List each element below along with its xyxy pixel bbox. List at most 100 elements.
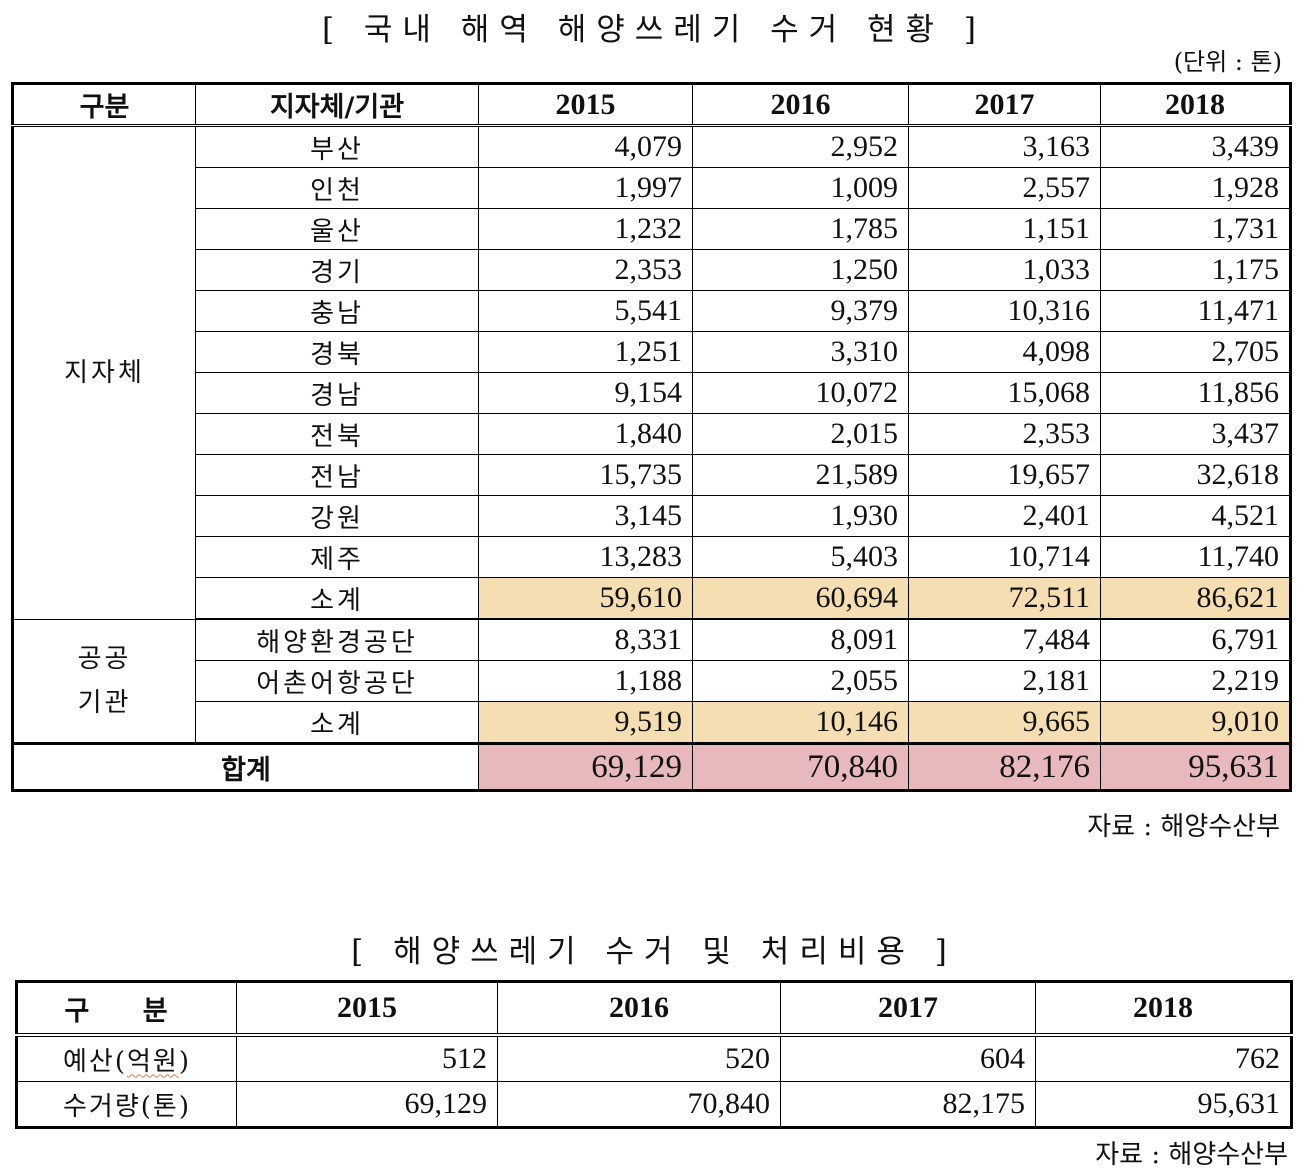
cell-2015: 9,154 [478, 372, 693, 414]
cell-2018: 1,928 [1100, 167, 1291, 209]
cell-2017: 82,175 [780, 1081, 1036, 1128]
cell-2015: 1,188 [478, 660, 693, 702]
cell-2018: 6,791 [1100, 618, 1291, 661]
total-2017: 82,176 [908, 742, 1101, 791]
cell-2016: 1,009 [692, 167, 909, 209]
cell-2016: 5,403 [692, 536, 909, 578]
table-row: 지자체 부산 4,079 2,952 3,163 3,439 [12, 125, 1291, 620]
table2-source: 자료 : 해양수산부 [1095, 1140, 1288, 1170]
subtotal-row: 소계 59,610 60,694 72,511 86,621 [13, 577, 1291, 620]
row-name: 해양환경공단 [195, 618, 479, 661]
total-label: 합계 [12, 742, 479, 791]
total-row: 합계 69,129 70,840 82,176 95,631 [12, 742, 1291, 791]
row-name: 전북 [195, 413, 479, 455]
cell-2015: 1,997 [478, 167, 693, 209]
row-name: 소계 [195, 701, 479, 744]
cell-2016: 60,694 [692, 577, 909, 620]
table1-source: 자료 : 해양수산부 [1087, 812, 1280, 842]
table1-title: [ 국내 해역 해양쓰레기 수거 현황 ] [321, 12, 987, 48]
cell-2015: 2,353 [478, 249, 693, 291]
cell-2018: 9,010 [1100, 701, 1291, 744]
cell-2015: 9,519 [478, 701, 693, 744]
cell-2017: 1,033 [908, 249, 1101, 291]
cell-2016: 2,952 [692, 125, 909, 168]
cell-2015: 1,251 [478, 331, 693, 373]
header-2018: 2018 [1100, 83, 1291, 127]
cell-2016: 10,072 [692, 372, 909, 414]
cell-2017: 15,068 [908, 372, 1101, 414]
cleanup-cost-table: 구 분 2015 2016 2017 2018 예산(억원) 512 520 6… [15, 980, 1293, 1129]
cell-2016: 1,930 [692, 495, 909, 537]
cell-2015: 3,145 [478, 495, 693, 537]
spellcheck-underline: 억원 [126, 1046, 179, 1077]
cell-2016: 8,091 [692, 618, 909, 661]
table-row: 수거량(톤) 69,129 70,840 82,175 95,631 [16, 1081, 1292, 1128]
row-name: 울산 [195, 208, 479, 250]
cell-2018: 86,621 [1100, 577, 1291, 620]
cell-2015: 15,735 [478, 454, 693, 496]
cell-2015: 1,232 [478, 208, 693, 250]
row-name-part: ) [178, 1046, 191, 1077]
cell-2017: 2,401 [908, 495, 1101, 537]
cell-2017: 9,665 [908, 701, 1101, 744]
row-name: 경북 [195, 331, 479, 373]
total-2018: 95,631 [1100, 742, 1291, 791]
table-row: 전북 1,840 2,015 2,353 3,437 [13, 413, 1291, 455]
table2-title: [ 해양쓰레기 수거 및 처리비용 ] [351, 934, 957, 970]
cell-2017: 2,353 [908, 413, 1101, 455]
group-public-line1: 공공 [77, 643, 132, 674]
cell-2016: 2,015 [692, 413, 909, 455]
total-2015: 69,129 [478, 742, 693, 791]
table-row: 울산 1,232 1,785 1,151 1,731 [13, 208, 1291, 250]
table-header-row: 구분 지자체/기관 2015 2016 2017 2018 [12, 83, 1291, 127]
cell-2015: 4,079 [478, 125, 693, 168]
cell-2018: 4,521 [1100, 495, 1291, 537]
table1-unit: (단위 : 톤) [1173, 48, 1282, 76]
row-name-part: 예산( [63, 1046, 127, 1077]
cell-2017: 2,181 [908, 660, 1101, 702]
row-name: 충남 [195, 290, 479, 332]
cell-2015: 13,283 [478, 536, 693, 578]
row-name: 제주 [195, 536, 479, 578]
group-public-line2: 기관 [77, 687, 132, 718]
cell-2015: 59,610 [478, 577, 693, 620]
waste-collection-table: 구분 지자체/기관 2015 2016 2017 2018 지자체 부산 4,0… [11, 82, 1292, 792]
row-name: 어촌어항공단 [195, 660, 479, 702]
cell-2018: 11,471 [1100, 290, 1291, 332]
cell-2017: 72,511 [908, 577, 1101, 620]
cell-2016: 70,840 [497, 1081, 781, 1128]
cell-2017: 10,714 [908, 536, 1101, 578]
header-2016: 2016 [497, 981, 781, 1037]
row-name-collected: 수거량(톤) [16, 1081, 237, 1128]
header-category: 구분 [12, 83, 196, 127]
cell-2017: 19,657 [908, 454, 1101, 496]
row-name-budget: 예산(억원) [16, 1034, 237, 1082]
cell-2016: 21,589 [692, 454, 909, 496]
table-row: 전남 15,735 21,589 19,657 32,618 [13, 454, 1291, 496]
cell-2016: 1,250 [692, 249, 909, 291]
group-public-org: 공공 기관 [12, 618, 196, 744]
cell-2018: 2,705 [1100, 331, 1291, 373]
cell-2018: 11,856 [1100, 372, 1291, 414]
cell-2016: 3,310 [692, 331, 909, 373]
row-name: 소계 [195, 577, 479, 620]
cell-2016: 520 [497, 1034, 781, 1082]
row-name: 인천 [195, 167, 479, 209]
cell-2018: 32,618 [1100, 454, 1291, 496]
table-row: 강원 3,145 1,930 2,401 4,521 [13, 495, 1291, 537]
table-header-row: 구 분 2015 2016 2017 2018 [16, 981, 1292, 1037]
cell-2018: 3,439 [1100, 125, 1291, 168]
table-row: 예산(억원) 512 520 604 762 [16, 1034, 1292, 1082]
cell-2017: 7,484 [908, 618, 1101, 661]
row-name: 경남 [195, 372, 479, 414]
cell-2017: 3,163 [908, 125, 1101, 168]
cell-2018: 1,731 [1100, 208, 1291, 250]
cell-2017: 10,316 [908, 290, 1101, 332]
row-name: 부산 [195, 125, 479, 168]
cell-2016: 2,055 [692, 660, 909, 702]
cell-2018: 3,437 [1100, 413, 1291, 455]
group-local-gov: 지자체 [12, 125, 196, 620]
header-org: 지자체/기관 [195, 83, 479, 127]
cell-2015: 1,840 [478, 413, 693, 455]
header-2017: 2017 [780, 981, 1036, 1037]
